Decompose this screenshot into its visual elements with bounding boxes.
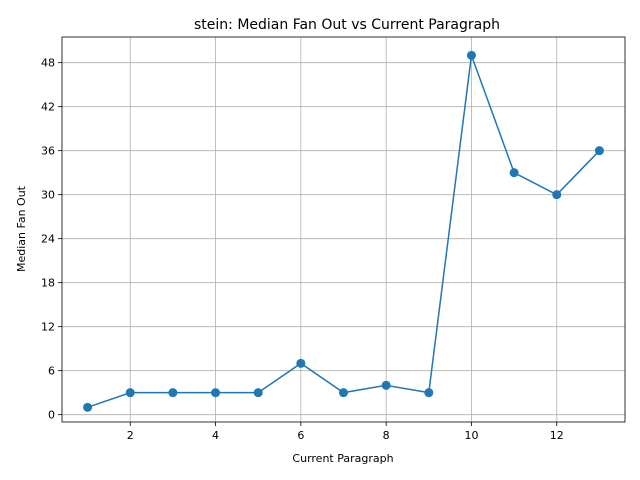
series-line	[87, 55, 600, 409]
y-tick-label: 30	[41, 189, 55, 202]
data-point	[594, 146, 604, 156]
data-point	[509, 168, 519, 178]
x-tick-label: 2	[127, 429, 134, 442]
y-tick-label: 48	[41, 57, 55, 70]
series-layer	[83, 50, 604, 412]
x-tick-label: 12	[550, 429, 564, 442]
grid-layer	[62, 37, 625, 422]
y-tick-label: 36	[41, 145, 55, 158]
data-point	[296, 358, 306, 368]
data-point	[552, 190, 562, 200]
data-point	[381, 380, 391, 390]
chart-title: stein: Median Fan Out vs Current Paragra…	[194, 17, 500, 33]
data-point	[424, 388, 434, 398]
data-point	[339, 388, 348, 398]
data-point	[83, 402, 93, 412]
x-axis-label: Current Paragraph	[292, 452, 393, 465]
y-tick-label: 18	[41, 277, 55, 290]
data-point	[466, 50, 476, 60]
data-point	[211, 388, 221, 398]
y-tick-label: 24	[41, 233, 55, 246]
x-tick-label: 10	[464, 429, 478, 442]
y-tick-label: 0	[48, 409, 55, 422]
data-point	[168, 388, 178, 398]
y-tick-label: 6	[48, 365, 55, 378]
data-point	[125, 388, 135, 398]
x-tick-label: 8	[383, 429, 390, 442]
plot-frame	[61, 36, 626, 423]
data-point	[253, 388, 263, 398]
y-tick-label: 12	[41, 321, 55, 334]
y-tick-label: 42	[41, 101, 55, 114]
x-tick-label: 4	[212, 429, 219, 442]
x-tick-label: 6	[297, 429, 304, 442]
y-axis-label: Median Fan Out	[15, 185, 28, 272]
